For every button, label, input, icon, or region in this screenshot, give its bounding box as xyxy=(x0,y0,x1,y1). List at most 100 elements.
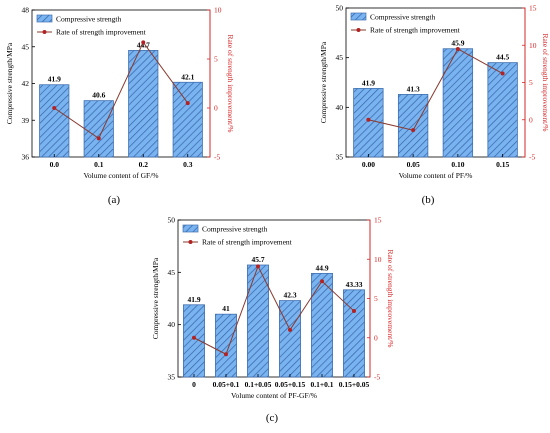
left-tick-label: 35 xyxy=(168,373,176,382)
legend-line-label: Rate of strength improvement xyxy=(56,28,147,37)
right-tick-label: -5 xyxy=(529,153,535,162)
right-tick-label: 5 xyxy=(529,78,533,87)
x-tick-label: 0.1 xyxy=(94,160,104,169)
left-tick-label: 42 xyxy=(22,79,30,88)
left-tick-label: 50 xyxy=(336,4,344,13)
x-tick-label: 0.05+0.1 xyxy=(213,380,240,389)
improvement-point xyxy=(141,40,146,45)
bar-value-label: 43.33 xyxy=(346,280,363,289)
bar xyxy=(487,62,518,158)
legend-line-marker xyxy=(356,28,361,32)
x-tick-label: 0.10 xyxy=(451,160,464,169)
legend-bar-swatch xyxy=(182,224,199,233)
y-axis-label-left: Compressive strength/MPa xyxy=(319,41,328,123)
right-tick-label: 10 xyxy=(529,41,537,50)
right-tick-label: 5 xyxy=(374,294,378,303)
bar xyxy=(397,94,429,158)
improvement-point xyxy=(500,71,505,76)
x-tick-label: 0 xyxy=(192,380,196,389)
y-axis-label-right: Rate of strength improvement/% xyxy=(386,249,395,347)
y-axis-label-right: Rate of strength improvement/% xyxy=(226,34,235,132)
left-tick-label: 40 xyxy=(336,103,344,112)
bar-value-label: 42.3 xyxy=(283,291,296,300)
bar-value-label: 41.9 xyxy=(48,75,61,84)
improvement-point xyxy=(96,136,101,141)
legend-line-marker xyxy=(42,30,47,34)
left-tick-label: 45 xyxy=(336,53,344,62)
legend-bar-label: Compressive strength xyxy=(202,225,267,234)
panel-label-c: (c) xyxy=(265,412,279,424)
bar-value-label: 41.3 xyxy=(407,84,420,93)
right-tick-label: -5 xyxy=(214,153,220,162)
bar xyxy=(311,272,333,378)
y-axis-label-left: Compressive strength/MPa xyxy=(5,42,14,124)
legend-line-label: Rate of strength improvement xyxy=(202,238,293,247)
panel-label-a: (a) xyxy=(107,194,121,206)
improvement-point xyxy=(185,101,190,106)
right-tick-label: 10 xyxy=(374,255,382,264)
bar-value-label: 44.7 xyxy=(137,40,150,49)
x-tick-label: 0.15 xyxy=(496,160,509,169)
bar-value-label: 41 xyxy=(222,304,230,313)
x-tick-label: 0.2 xyxy=(139,160,149,169)
left-tick-label: 36 xyxy=(22,153,30,162)
left-tick-label: 45 xyxy=(168,268,176,277)
chart-c: 35 40 45 50 -5 0 5 10 15 41.9 41 45.7 42.3 44.9 43.33 0… xyxy=(151,216,395,401)
improvement-line xyxy=(53,41,189,140)
bar-value-label: 41.9 xyxy=(362,78,375,87)
bar xyxy=(83,100,114,158)
x-axis-label: Volume content of PF-GF/% xyxy=(231,391,317,400)
x-tick-label: 0.1+0.1 xyxy=(310,380,333,389)
chart-b: 35 40 45 50 -5 0 5 10 15 41.9 41.3 45.9 44.5 0.00 0.05… xyxy=(319,4,550,181)
bar xyxy=(172,81,203,158)
bar xyxy=(215,313,237,378)
x-tick-label: 0.1+0.05 xyxy=(245,380,272,389)
left-tick-label: 45 xyxy=(22,42,30,51)
improvement-point xyxy=(192,335,196,340)
legend-bar-label: Compressive strength xyxy=(370,13,435,22)
improvement-point xyxy=(52,106,57,110)
improvement-point xyxy=(256,264,260,269)
left-tick-label: 50 xyxy=(168,216,176,225)
right-tick-label: 0 xyxy=(374,333,378,342)
x-tick-label: 0.05 xyxy=(407,160,420,169)
right-tick-label: 5 xyxy=(214,55,218,64)
bar-value-label: 40.6 xyxy=(92,91,105,100)
x-axis-label: Volume content of GF/% xyxy=(83,171,158,180)
x-tick-label: 0.05+0.15 xyxy=(275,380,306,389)
x-tick-label: 0.0 xyxy=(50,160,60,169)
improvement-point xyxy=(288,327,292,332)
bar-value-label: 41.9 xyxy=(187,295,200,304)
left-tick-label: 35 xyxy=(336,153,344,162)
panel-label-b: (b) xyxy=(421,194,435,206)
bar-value-label: 42.1 xyxy=(181,72,194,81)
bar-value-label: 45.9 xyxy=(451,39,464,48)
improvement-point xyxy=(320,279,324,284)
x-tick-label: 0.3 xyxy=(183,160,193,169)
legend-line-label: Rate of strength improvement xyxy=(370,26,461,35)
bar xyxy=(279,300,301,378)
left-tick-label: 39 xyxy=(22,116,30,125)
improvement-point xyxy=(366,117,371,122)
x-tick-label: 0.00 xyxy=(362,160,375,169)
right-tick-label: -5 xyxy=(374,373,380,382)
x-axis-label: Volume content of PF/% xyxy=(399,171,473,180)
left-tick-label: 40 xyxy=(168,320,176,329)
bar xyxy=(442,48,474,158)
improvement-point xyxy=(455,46,460,51)
x-tick-label: 0.15+0.05 xyxy=(339,380,370,389)
right-tick-label: 10 xyxy=(214,6,222,15)
bar-value-label: 44.5 xyxy=(496,53,509,62)
right-tick-label: 0 xyxy=(214,104,218,113)
legend-bar-swatch xyxy=(36,14,53,23)
improvement-line xyxy=(193,265,355,355)
bar-value-label: 44.9 xyxy=(315,263,328,272)
bar-value-label: 45.7 xyxy=(251,255,264,264)
bar xyxy=(39,84,70,158)
bar xyxy=(343,289,365,378)
improvement-point xyxy=(352,309,356,314)
legend-bar-label: Compressive strength xyxy=(56,15,121,24)
improvement-point xyxy=(224,352,228,357)
y-axis-label-left: Compressive strength/MPa xyxy=(151,257,160,339)
